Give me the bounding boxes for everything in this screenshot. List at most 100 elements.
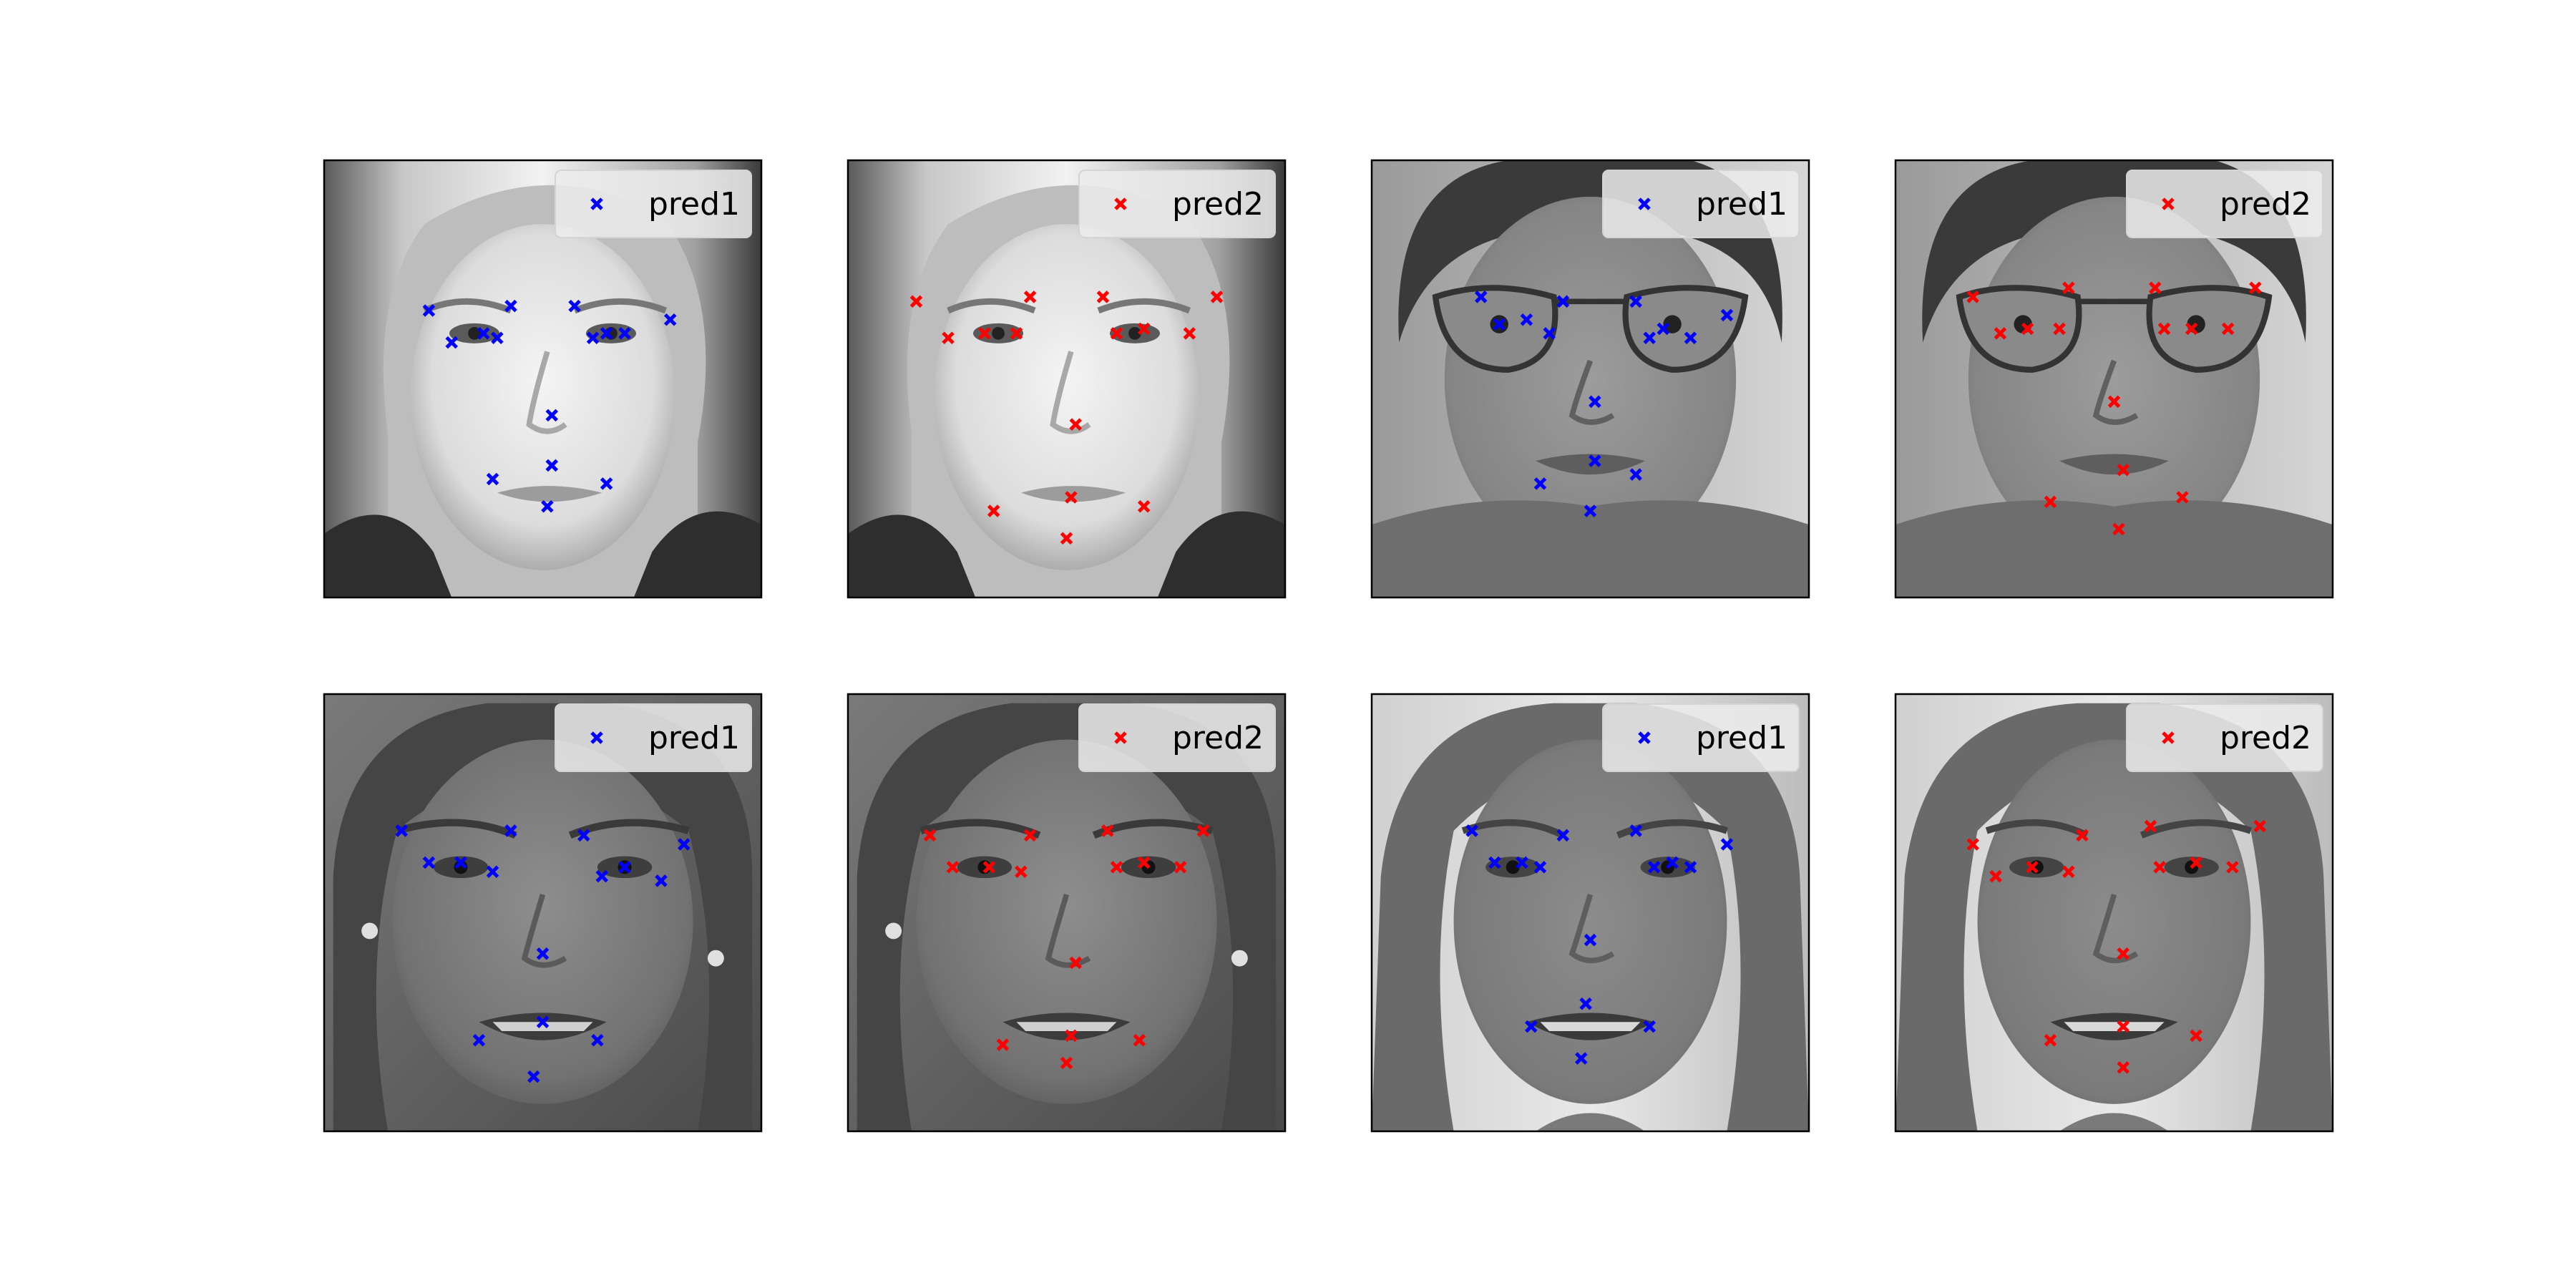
keypoint-marker (946, 861, 960, 874)
subplot-2: pred2 (847, 159, 1287, 599)
keypoint-marker (1065, 1029, 1078, 1043)
keypoint-marker (527, 1070, 540, 1083)
keypoint-marker (982, 861, 996, 874)
keypoint-marker (2026, 861, 2039, 874)
legend-box (555, 703, 752, 772)
keypoint-marker (2249, 281, 2262, 294)
keypoint-marker (1110, 327, 1123, 340)
keypoint-marker (541, 499, 554, 513)
keypoint-marker (1556, 295, 1570, 308)
keypoint-marker (2157, 322, 2171, 336)
keypoint-marker (568, 299, 581, 313)
keypoint-marker (1966, 291, 1979, 303)
legend-marker (1114, 731, 1127, 744)
keypoint-marker (618, 861, 631, 874)
keypoint-marker (454, 856, 467, 869)
axes-frame (323, 159, 763, 599)
keypoint-marker (2149, 281, 2162, 294)
keypoint-marker (1174, 861, 1187, 874)
legend-label: pred1 (648, 186, 740, 223)
keypoint-marker (996, 1038, 1010, 1051)
keypoint-marker (536, 947, 550, 960)
keypoint-marker (1643, 331, 1657, 344)
keypoint-marker (1015, 865, 1028, 878)
legend-label: pred2 (1172, 720, 1264, 756)
keypoint-marker (1210, 291, 1224, 303)
keypoint-marker (2221, 322, 2235, 336)
legend-box (1078, 703, 1276, 772)
keypoint-marker (472, 1033, 486, 1047)
legend-box (555, 170, 752, 238)
keypoint-marker (486, 472, 499, 486)
keypoint-marker (545, 409, 558, 422)
keypoint-marker (1137, 322, 1151, 336)
keypoint-marker (477, 327, 490, 340)
keypoint-marker (2062, 281, 2075, 294)
keypoint-marker (595, 869, 609, 883)
keypoint-marker (591, 1033, 604, 1047)
keypoint-marker (2253, 819, 2266, 833)
keypoint-marker (1647, 861, 1661, 874)
keypoint-marker (1720, 838, 1734, 851)
keypoint-marker (1101, 824, 1114, 837)
axes-frame (1370, 159, 1810, 599)
legend: pred2 (2126, 170, 2323, 238)
subplot-5: pred1 (323, 693, 763, 1133)
legend-marker (590, 731, 603, 744)
axes-frame (847, 159, 1287, 599)
keypoint-marker (422, 856, 436, 869)
keypoint-marker (1023, 291, 1037, 303)
keypoint-marker (600, 327, 613, 340)
keypoint-marker (1465, 824, 1478, 837)
keypoint-marker (1575, 1052, 1588, 1065)
keypoint-marker (445, 336, 458, 349)
keypoint-marker (1579, 997, 1592, 1010)
keypoint-marker (504, 824, 517, 837)
legend-label: pred2 (1172, 186, 1264, 223)
keypoint-marker (1060, 1056, 1073, 1070)
keypoint-marker (1065, 491, 1078, 504)
legend-label: pred1 (1696, 720, 1787, 756)
keypoint-marker (655, 874, 668, 887)
keypoint-marker (586, 331, 600, 344)
keypoint-marker (1684, 331, 1697, 344)
keypoint-marker (395, 824, 408, 837)
keypoint-marker (2117, 1020, 2129, 1033)
legend-marker (2162, 197, 2175, 210)
keypoint-marker (2044, 495, 2057, 509)
keypoint-marker (600, 477, 613, 490)
keypoint-marker (1196, 824, 1210, 837)
keypoint-marker (1584, 504, 1597, 517)
keypoint-marker (1643, 1020, 1657, 1033)
legend-label: pred1 (1696, 186, 1787, 223)
keypoint-marker (923, 829, 937, 842)
legend: pred2 (2126, 703, 2323, 772)
axes-frame (847, 693, 1287, 1133)
subplot-1: pred1 (323, 159, 763, 599)
keypoint-marker (2053, 322, 2066, 336)
keypoint-marker (1493, 318, 1506, 331)
legend-box (1602, 170, 1800, 238)
keypoint-marker (1543, 327, 1556, 340)
legend-marker (2162, 731, 2175, 744)
keypoint-marker (1488, 856, 1501, 869)
legend-marker (590, 197, 603, 210)
keypoint-marker (1629, 468, 1642, 481)
keypoint-marker (2117, 1061, 2129, 1074)
keypoint-marker (2176, 491, 2189, 504)
keypoint-marker (1666, 856, 1679, 869)
legend: pred1 (555, 703, 752, 772)
keypoint-marker (2112, 522, 2125, 536)
keypoint-marker (2117, 947, 2129, 960)
legend: pred2 (1078, 703, 1276, 772)
legend-box (2126, 170, 2323, 238)
legend-marker (1638, 731, 1651, 744)
keypoint-marker (2117, 464, 2129, 477)
keypoint-marker (1556, 829, 1570, 842)
legend-marker (1638, 197, 1651, 210)
keypoint-marker (1966, 838, 1979, 851)
keypoint-marker (1516, 856, 1528, 869)
keypoint-marker (1589, 454, 1601, 467)
keypoint-marker (1994, 327, 2007, 340)
